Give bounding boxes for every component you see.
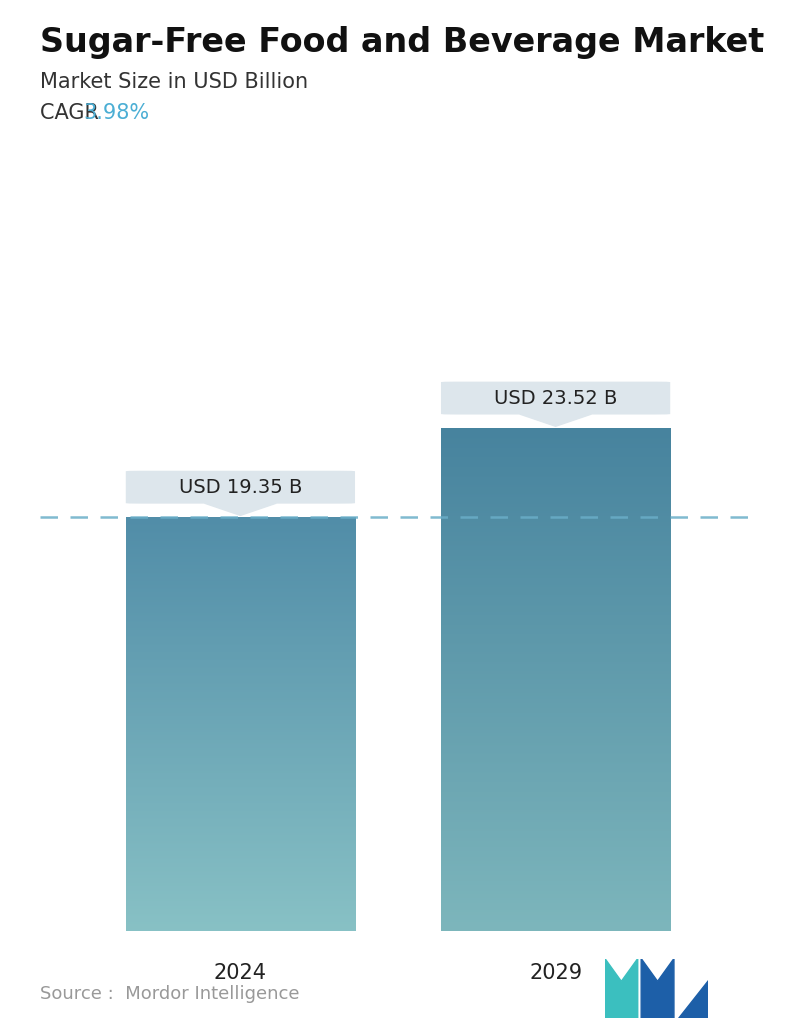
Text: Market Size in USD Billion: Market Size in USD Billion [40,72,308,92]
Text: Source :  Mordor Intelligence: Source : Mordor Intelligence [40,985,299,1003]
Polygon shape [205,504,276,515]
Text: 3.98%: 3.98% [84,103,150,123]
Polygon shape [678,979,708,1018]
FancyBboxPatch shape [441,382,670,415]
Text: 2024: 2024 [214,963,267,982]
Text: CAGR: CAGR [40,103,105,123]
Text: Sugar-Free Food and Beverage Market: Sugar-Free Food and Beverage Market [40,26,764,59]
Polygon shape [605,959,638,1018]
Text: 2029: 2029 [529,963,582,982]
Polygon shape [520,414,591,426]
Text: USD 19.35 B: USD 19.35 B [179,478,302,496]
FancyBboxPatch shape [126,470,355,504]
Text: USD 23.52 B: USD 23.52 B [494,389,617,407]
Polygon shape [642,959,674,1018]
